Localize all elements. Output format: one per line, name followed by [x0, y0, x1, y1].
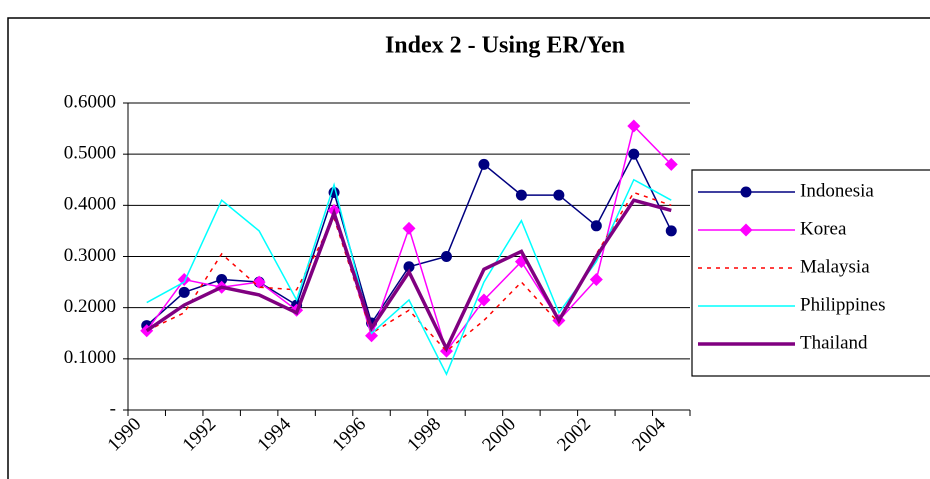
data-point: [402, 221, 416, 235]
data-point: [665, 225, 677, 237]
y-tick-label: 0.2000: [64, 296, 116, 317]
legend-label: Malaysia: [800, 256, 870, 277]
data-point: [478, 158, 490, 170]
legend-marker: [739, 223, 753, 237]
y-tick-label: -: [110, 398, 116, 419]
data-point: [403, 261, 415, 273]
y-tick-label: 0.5000: [64, 143, 116, 164]
data-point: [628, 148, 640, 160]
y-tick-label: 0.1000: [64, 347, 116, 368]
data-point: [589, 273, 603, 287]
data-point: [664, 157, 678, 171]
legend-label: Korea: [800, 218, 847, 239]
data-point: [365, 329, 379, 343]
legend-label: Philippines: [800, 294, 886, 315]
data-point: [515, 189, 527, 201]
data-point: [590, 220, 602, 232]
data-point: [252, 275, 266, 289]
data-point: [440, 251, 452, 262]
legend-marker: [740, 186, 752, 198]
data-point: [216, 274, 228, 286]
y-tick-label: 0.6000: [64, 91, 116, 112]
series-line: [145, 198, 672, 353]
legend-label: Thailand: [800, 332, 868, 353]
y-tick-label: 0.3000: [64, 245, 116, 266]
data-point: [627, 119, 641, 133]
data-point: [553, 189, 565, 201]
legend-box: [691, 169, 930, 377]
legend-label: Indonesia: [800, 180, 874, 201]
y-tick-label: 0.4000: [64, 194, 116, 215]
series-line: [146, 191, 672, 353]
data-point: [477, 293, 491, 307]
chart-title: Index 2 - Using ER/Yen: [385, 33, 625, 59]
data-point: [178, 286, 190, 298]
